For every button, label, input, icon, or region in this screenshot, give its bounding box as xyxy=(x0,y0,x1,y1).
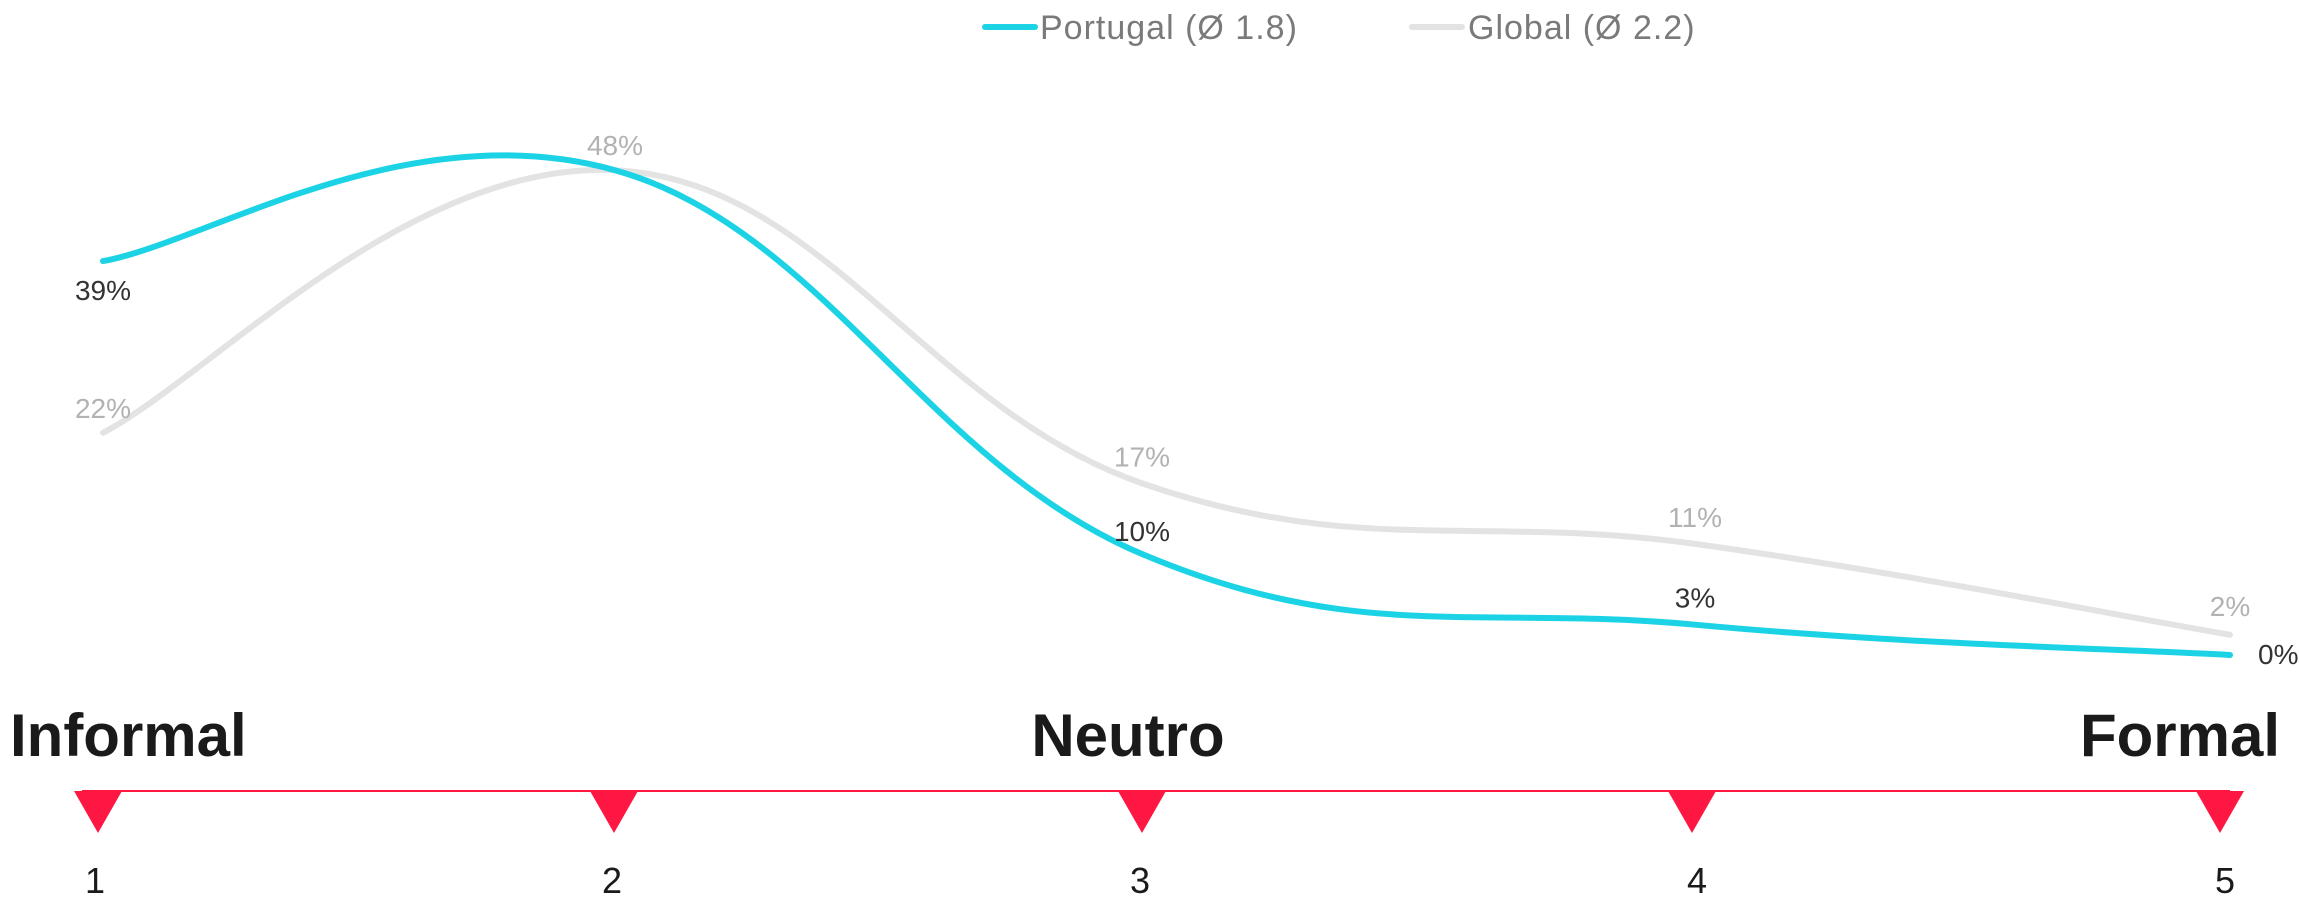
tick-label-4: 4 xyxy=(1687,860,1707,897)
legend: Portugal (Ø 1.8) Global (Ø 2.2) xyxy=(982,9,1696,47)
data-labels: 39% 10% 3% 0% 22% 48% 17% 11% 2% xyxy=(75,130,2298,670)
data-label-portugal-4: 3% xyxy=(1675,583,1715,614)
legend-label-portugal: Portugal (Ø 1.8) xyxy=(1040,9,1298,47)
scale-marker-3 xyxy=(1118,791,1166,833)
scale-word-informal: Informal xyxy=(10,702,247,769)
tick-label-3: 3 xyxy=(1130,860,1150,897)
tick-label-5: 5 xyxy=(2215,860,2235,897)
scale-tick-labels: 1 2 3 4 5 xyxy=(85,860,2235,897)
scale-word-formal: Formal xyxy=(2080,702,2280,769)
scale-markers xyxy=(74,791,2244,833)
data-label-portugal-3: 10% xyxy=(1114,516,1170,547)
data-label-global-1: 22% xyxy=(75,393,131,424)
scale-marker-2 xyxy=(590,791,638,833)
scale-marker-5 xyxy=(2196,791,2244,833)
scale-marker-4 xyxy=(1668,791,1716,833)
scale-marker-1 xyxy=(74,791,122,833)
series-line-global xyxy=(100,167,2233,638)
data-label-global-3: 17% xyxy=(1114,441,1170,472)
scale-word-neutro: Neutro xyxy=(1031,702,1224,769)
tick-label-1: 1 xyxy=(85,860,105,897)
data-label-global-4: 11% xyxy=(1668,502,1722,533)
data-label-portugal-1: 39% xyxy=(75,275,131,306)
series-line-portugal xyxy=(100,152,2233,658)
legend-label-global: Global (Ø 2.2) xyxy=(1468,9,1696,47)
data-label-global-5: 2% xyxy=(2210,591,2250,622)
tick-label-2: 2 xyxy=(602,860,622,897)
data-label-global-2: 48% xyxy=(587,130,643,161)
series-layer xyxy=(100,152,2233,658)
data-label-portugal-5: 0% xyxy=(2258,639,2298,670)
